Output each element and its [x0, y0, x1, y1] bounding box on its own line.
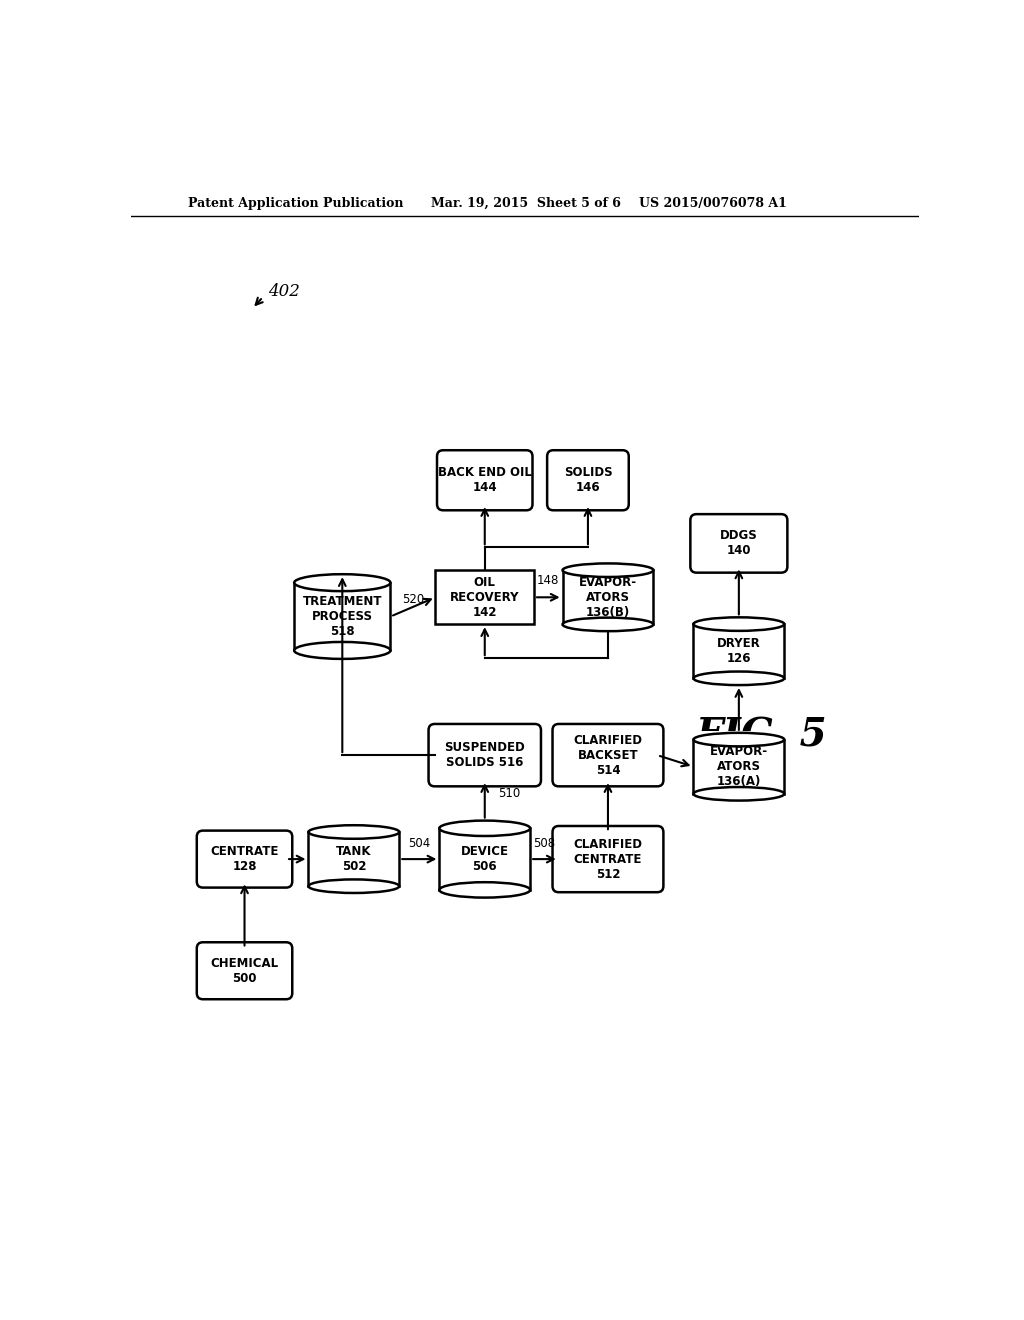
FancyBboxPatch shape — [197, 830, 292, 887]
Text: BACK END OIL
144: BACK END OIL 144 — [438, 466, 531, 494]
Text: 402: 402 — [267, 282, 299, 300]
Ellipse shape — [294, 574, 390, 591]
Ellipse shape — [693, 672, 784, 685]
Ellipse shape — [693, 733, 784, 746]
FancyBboxPatch shape — [690, 515, 787, 573]
Text: FIG. 5: FIG. 5 — [696, 717, 827, 755]
Text: TANK
502: TANK 502 — [336, 845, 372, 873]
Bar — [439, 829, 530, 890]
Bar — [694, 615, 784, 624]
Text: CLARIFIED
CENTRATE
512: CLARIFIED CENTRATE 512 — [573, 838, 642, 880]
FancyBboxPatch shape — [547, 450, 629, 511]
FancyBboxPatch shape — [553, 723, 664, 787]
Text: 508: 508 — [534, 837, 555, 850]
Text: CHEMICAL
500: CHEMICAL 500 — [211, 957, 279, 985]
Ellipse shape — [308, 879, 399, 894]
Text: Mar. 19, 2015  Sheet 5 of 6: Mar. 19, 2015 Sheet 5 of 6 — [431, 197, 621, 210]
Text: US 2015/0076078 A1: US 2015/0076078 A1 — [639, 197, 786, 210]
Bar — [309, 824, 399, 832]
Text: 504: 504 — [409, 837, 430, 850]
Ellipse shape — [439, 821, 530, 836]
Text: 510: 510 — [499, 788, 521, 800]
FancyBboxPatch shape — [197, 942, 292, 999]
Text: EVAPOR-
ATORS
136(A): EVAPOR- ATORS 136(A) — [710, 746, 768, 788]
Text: TREATMENT
PROCESS
518: TREATMENT PROCESS 518 — [302, 595, 382, 638]
Text: CLARIFIED
BACKSET
514: CLARIFIED BACKSET 514 — [573, 734, 642, 776]
Text: SUSPENDED
SOLIDS 516: SUSPENDED SOLIDS 516 — [444, 741, 525, 770]
Text: SOLIDS
146: SOLIDS 146 — [563, 466, 612, 494]
Ellipse shape — [693, 787, 784, 800]
Ellipse shape — [308, 825, 399, 838]
Text: DEVICE
506: DEVICE 506 — [461, 845, 509, 873]
FancyBboxPatch shape — [553, 826, 664, 892]
Bar — [295, 573, 390, 582]
Bar — [694, 731, 784, 739]
Ellipse shape — [562, 618, 653, 631]
Text: 520: 520 — [401, 593, 424, 606]
Bar — [439, 818, 529, 829]
FancyBboxPatch shape — [437, 450, 532, 511]
FancyBboxPatch shape — [429, 723, 541, 787]
Text: Patent Application Publication: Patent Application Publication — [188, 197, 403, 210]
Ellipse shape — [439, 882, 530, 898]
Ellipse shape — [294, 642, 390, 659]
Bar — [563, 562, 653, 570]
Text: EVAPOR-
ATORS
136(B): EVAPOR- ATORS 136(B) — [579, 576, 637, 619]
Bar — [562, 570, 653, 624]
Bar — [693, 739, 784, 793]
Bar — [294, 582, 390, 651]
Text: 148: 148 — [538, 573, 559, 586]
Bar — [693, 624, 784, 678]
Text: CENTRATE
128: CENTRATE 128 — [210, 845, 279, 873]
Ellipse shape — [693, 618, 784, 631]
Text: OIL
RECOVERY
142: OIL RECOVERY 142 — [450, 576, 519, 619]
Ellipse shape — [562, 564, 653, 577]
Text: DDGS
140: DDGS 140 — [720, 529, 758, 557]
Bar — [308, 832, 399, 886]
Text: DRYER
126: DRYER 126 — [717, 638, 761, 665]
Bar — [435, 570, 535, 624]
